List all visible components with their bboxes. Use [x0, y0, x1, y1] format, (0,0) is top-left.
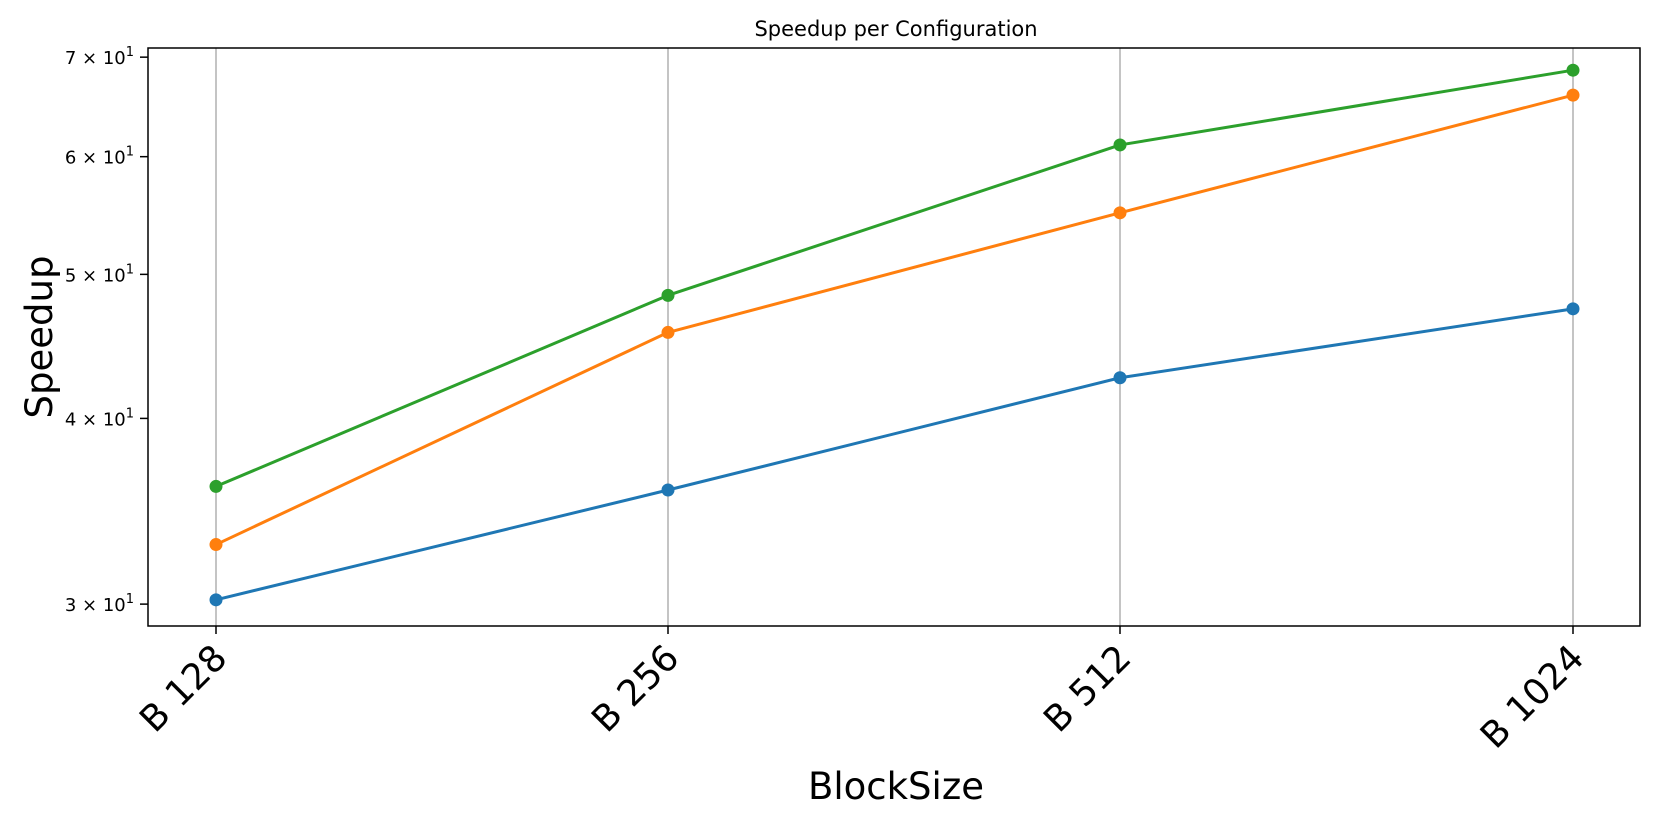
series-1-point: [661, 483, 675, 497]
series-1-point: [1566, 302, 1580, 316]
y-tick-label: 7 × 101: [65, 45, 134, 69]
y-tick-base: 10: [103, 148, 126, 169]
y-tick-times: ×: [76, 48, 103, 69]
series-2-line: [215, 93, 1574, 546]
series-group: [209, 63, 1580, 607]
series-2-point: [1113, 206, 1127, 220]
y-tick-exponent: 1: [126, 262, 134, 277]
series-3-point: [1566, 63, 1580, 77]
y-tick-times: ×: [76, 595, 103, 616]
y-tick-base: 10: [103, 595, 126, 616]
x-tick-label: B 128: [132, 637, 235, 740]
series-1-point: [209, 593, 223, 607]
x-tick-label: B 1024: [1473, 637, 1592, 756]
y-tick-exponent: 1: [126, 145, 134, 160]
y-tick-mantissa: 5: [65, 265, 76, 286]
series-3-point: [209, 479, 223, 493]
y-tick-exponent: 1: [126, 406, 134, 421]
y-tick-times: ×: [76, 148, 103, 169]
y-tick-label: 4 × 101: [65, 406, 134, 430]
y-tick-mantissa: 4: [65, 409, 76, 430]
series-3-point: [661, 288, 675, 302]
y-tick-base: 10: [103, 48, 126, 69]
x-axis: B 128 B 256 B 512 B 1024: [132, 626, 1592, 757]
chart-title: Speedup per Configuration: [754, 17, 1037, 41]
series-3-line: [215, 68, 1574, 488]
y-tick-mantissa: 7: [65, 48, 76, 69]
series-3-point: [1113, 138, 1127, 152]
y-tick-label: 6 × 101: [65, 145, 134, 169]
y-tick-times: ×: [76, 409, 103, 430]
y-tick-base: 10: [103, 409, 126, 430]
series-2-point: [661, 325, 675, 339]
series-1-line: [215, 307, 1574, 602]
y-tick-times: ×: [76, 265, 103, 286]
y-tick-mantissa: 6: [65, 148, 76, 169]
y-tick-base: 10: [103, 265, 126, 286]
series-1-point: [1113, 371, 1127, 385]
y-tick-exponent: 1: [126, 45, 134, 60]
x-axis-label: BlockSize: [808, 765, 984, 808]
y-tick-mantissa: 3: [65, 595, 76, 616]
grid-lines: [215, 48, 1574, 626]
x-tick-label: B 512: [1036, 637, 1139, 740]
y-tick-label: 5 × 101: [65, 262, 134, 286]
y-axis-label: Speedup: [18, 256, 61, 419]
y-tick-label: 3 × 101: [65, 592, 134, 616]
plot-frame: [147, 47, 1641, 627]
series-2-point: [1566, 88, 1580, 102]
x-tick-label: B 256: [584, 637, 687, 740]
y-tick-exponent: 1: [126, 592, 134, 607]
series-2-point: [209, 538, 223, 552]
